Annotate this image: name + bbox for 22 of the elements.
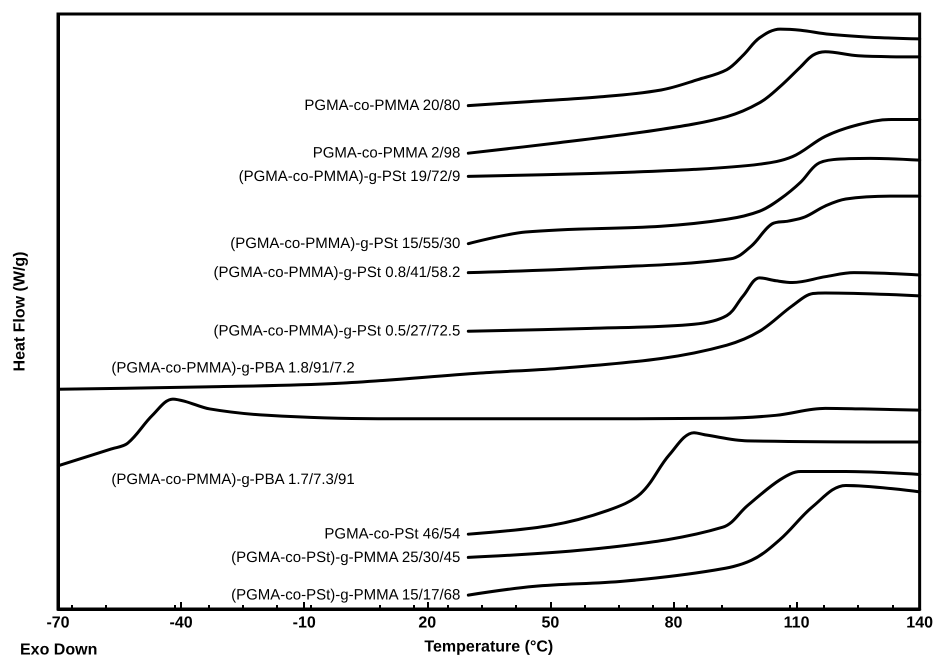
series-label: (PGMA-co-PSt)-g-PMMA 15/17/68 xyxy=(231,586,460,604)
series-label: (PGMA-co-PMMA)-g-PSt 19/72/9 xyxy=(238,168,460,185)
x-tick-label: 80 xyxy=(664,614,682,632)
series-label: PGMA-co-PSt 46/54 xyxy=(324,526,460,543)
x-tick-label: 110 xyxy=(784,614,810,632)
series-label: (PGMA-co-PMMA)-g-PBA 1.8/91/7.2 xyxy=(111,359,355,376)
x-tick-label: -10 xyxy=(292,614,316,632)
x-tick-label: 20 xyxy=(418,614,436,632)
x-axis-title: Temperature (°C) xyxy=(424,638,554,656)
series-label: (PGMA-co-PSt)-g-PMMA 25/30/45 xyxy=(231,548,460,566)
y-axis-title: Heat Flow (W/g) xyxy=(12,252,28,372)
text: Exo Down xyxy=(20,642,98,658)
series-label: PGMA-co-PMMA 20/80 xyxy=(304,97,460,114)
x-tick-label: 50 xyxy=(541,614,560,632)
x-tick-label: 140 xyxy=(906,614,934,632)
x-tick-label: -40 xyxy=(170,614,193,632)
series-label: (PGMA-co-PMMA)-g-PSt 15/55/30 xyxy=(230,235,460,252)
series-label: PGMA-co-PMMA 2/98 xyxy=(312,144,460,162)
x-tick-label: -70 xyxy=(46,614,70,632)
series-label: (PGMA-co-PMMA)-g-PSt 0.5/27/72.5 xyxy=(214,322,460,340)
series-label: (PGMA-co-PMMA)-g-PSt 0.8/41/58.2 xyxy=(214,264,460,282)
series-label: (PGMA-co-PMMA)-g-PBA 1.7/7.3/91 xyxy=(111,470,355,488)
